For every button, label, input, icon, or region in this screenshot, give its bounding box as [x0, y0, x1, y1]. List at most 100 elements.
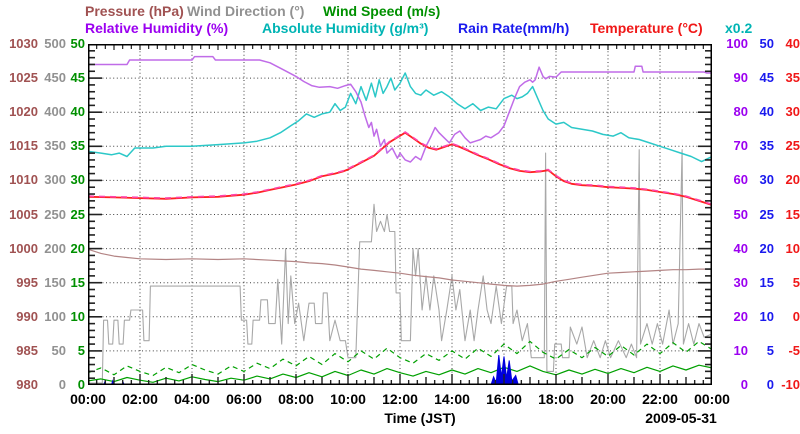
axis-tick-label: 0 — [58, 377, 66, 392]
x-tick-label: 22:00 — [642, 391, 678, 407]
axis-tick-label: 90 — [733, 70, 748, 86]
legend-item-x0-2: x0.2 — [725, 20, 753, 36]
axis-tick-label: 80 — [733, 104, 748, 120]
series-temperature-dashed-overlay- — [88, 131, 712, 206]
axis-tick-label: 980 — [16, 377, 38, 392]
axis-tick-label: 25 — [70, 206, 85, 222]
axis-tick-label: 995 — [16, 274, 38, 290]
axis-tick-label: 990 — [16, 308, 38, 324]
axis-tick-label: 450 — [44, 70, 66, 86]
axis-tick-label: 30 — [733, 274, 748, 290]
axis-tick-label: 1025 — [9, 70, 38, 86]
axis-tick-label: 10 — [759, 308, 774, 324]
axis-tick-label: -5 — [788, 342, 800, 358]
x-tick-label: 16:00 — [486, 391, 522, 407]
x-tick-label: 20:00 — [590, 391, 626, 407]
axis-tick-label: 20 — [785, 172, 800, 188]
chart-legend-row2: Relative Humidity (%) Absolute Humidity (… — [0, 20, 800, 36]
axis-tick-label: 150 — [44, 274, 66, 290]
axis-tick-label: 10 — [785, 240, 800, 256]
axis-tick-label: 1020 — [9, 104, 38, 120]
axis-tick-label: 985 — [16, 342, 38, 358]
axis-tick-label: 100 — [44, 308, 66, 324]
axis-tick-label: -10 — [781, 377, 800, 392]
axis-tick-label: 1010 — [9, 172, 38, 188]
x-tick-label: 04:00 — [174, 391, 210, 407]
legend-item-wind-speed-m-s-: Wind Speed (m/s) — [323, 3, 441, 19]
x-tick-label: 14:00 — [434, 391, 470, 407]
axis-tick-label: 0 — [792, 308, 800, 324]
legend-item-absolute-humidity-g-m-: Absolute Humidity (g/m³) — [262, 20, 429, 36]
axis-tick-label: 50 — [51, 342, 66, 358]
axis-tick-label: 300 — [44, 172, 66, 188]
axis-tick-label: 350 — [44, 138, 66, 154]
axis-tick-label: 20 — [733, 308, 748, 324]
axis-tick-label: 1000 — [9, 240, 38, 256]
axis-tick-label: 5 — [77, 342, 85, 358]
axis-tick-label: 25 — [785, 138, 800, 154]
axis-tick-label: 1030 — [9, 36, 38, 51]
series-wind-direction — [88, 149, 712, 384]
axis-tick-label: 60 — [733, 172, 748, 188]
axis-tick-label: 10 — [733, 342, 748, 358]
axis-tick-label: 15 — [759, 274, 774, 290]
x-tick-label: 12:00 — [382, 391, 418, 407]
axis-tick-label: 40 — [70, 104, 85, 120]
axis-tick-label: 1015 — [9, 138, 38, 154]
legend-item-temperature-c-: Temperature (°C) — [590, 20, 703, 36]
axis-tick-label: 30 — [759, 172, 774, 188]
x-tick-label: 00:00 — [70, 391, 106, 407]
x-tick-label: 02:00 — [122, 391, 158, 407]
axis-tick-label: 35 — [785, 70, 800, 86]
x-axis-title: Time (JST) — [384, 410, 456, 426]
axis-tick-label: 0 — [77, 377, 85, 392]
series-temperature — [88, 131, 712, 206]
legend-item-pressure-hpa-: Pressure (hPa) — [85, 3, 184, 19]
axis-tick-label: 40 — [759, 104, 774, 120]
date-label: 2009-05-31 — [645, 410, 717, 426]
axis-tick-label: 400 — [44, 104, 66, 120]
axis-tick-label: 50 — [733, 206, 748, 222]
axis-tick-label: 45 — [70, 70, 85, 86]
axis-tick-label: 500 — [44, 36, 66, 51]
legend-item-wind-direction-: Wind Direction (°) — [187, 3, 305, 19]
axis-tick-label: 5 — [792, 274, 800, 290]
axis-tick-label: 40 — [733, 240, 748, 256]
axis-tick-label: 40 — [785, 36, 800, 51]
axis-tick-label: 25 — [759, 206, 774, 222]
x-tick-label: 10:00 — [330, 391, 366, 407]
axis-tick-label: 15 — [70, 274, 85, 290]
x-tick-label: 00:00 — [694, 391, 730, 407]
axis-tick-label: 50 — [70, 36, 85, 51]
axis-tick-label: 35 — [70, 138, 85, 154]
legend-item-relative-humidity-: Relative Humidity (%) — [85, 20, 229, 36]
axis-tick-label: 0 — [740, 377, 748, 392]
x-tick-label: 18:00 — [538, 391, 574, 407]
axis-tick-label: 200 — [44, 240, 66, 256]
series-rain-rate — [88, 354, 712, 385]
axis-tick-label: 250 — [44, 206, 66, 222]
chart-legend-row1: Pressure (hPa) Wind Direction (°) Wind Spe… — [0, 3, 800, 19]
axis-tick-label: 5 — [766, 342, 774, 358]
axis-tick-label: 1005 — [9, 206, 38, 222]
axis-tick-label: 20 — [759, 240, 774, 256]
axis-tick-label: 35 — [759, 138, 774, 154]
series-absolute-humidity — [88, 72, 712, 163]
x-tick-label: 06:00 — [226, 391, 262, 407]
axis-tick-label: 0 — [766, 377, 774, 392]
series-pressure — [88, 248, 712, 287]
axis-tick-label: 15 — [785, 206, 800, 222]
axis-tick-label: 30 — [70, 172, 85, 188]
axis-tick-label: 100 — [726, 36, 748, 51]
series-wind-speed-gust-dashed- — [88, 340, 712, 377]
axis-tick-label: 45 — [759, 70, 774, 86]
axis-tick-label: 50 — [759, 36, 774, 51]
axis-tick-label: 10 — [70, 308, 85, 324]
legend-item-rain-rate-mm-h-: Rain Rate(mm/h) — [458, 20, 570, 36]
plot-svg — [88, 44, 712, 385]
axis-tick-label: 70 — [733, 138, 748, 154]
axis-tick-label: 30 — [785, 104, 800, 120]
axis-tick-label: 20 — [70, 240, 85, 256]
x-tick-label: 08:00 — [278, 391, 314, 407]
